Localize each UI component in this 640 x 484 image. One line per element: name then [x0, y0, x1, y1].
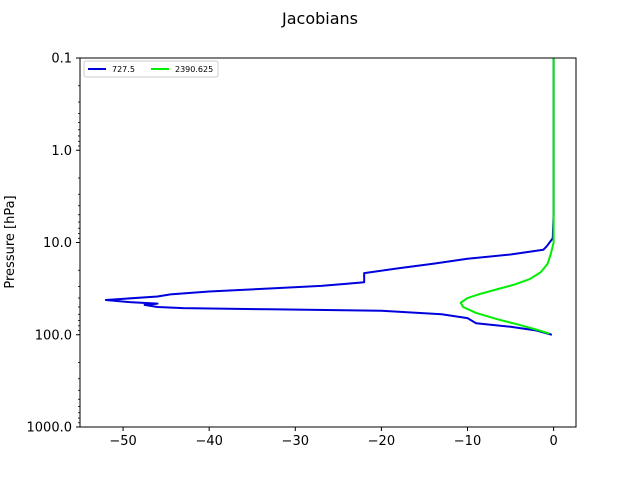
y-tick-label: 100.0: [35, 328, 72, 343]
ticks-layer: −50 −40 −30 −20 −10 0 0.1 1.0 10.0 100.0 1000.0: [27, 52, 558, 450]
x-tick-label: −30: [282, 434, 309, 449]
plot-area: [80, 58, 576, 427]
y-tick-label: 1000.0: [27, 421, 73, 436]
y-axis-label: Pressure [hPa]: [3, 195, 18, 288]
x-tick-label: −50: [109, 434, 136, 449]
x-tick-label: −20: [368, 434, 395, 449]
y-tick-label: 1.0: [51, 144, 72, 159]
legend: 727.5 2390.625: [83, 60, 219, 78]
series-layer: [104, 58, 555, 336]
y-tick-label: 10.0: [43, 236, 72, 251]
x-tick-label: −40: [195, 434, 222, 449]
x-tick-label: 0: [549, 434, 557, 449]
legend-label-727: 727.5: [112, 65, 135, 74]
y-tick-label: 0.1: [51, 52, 72, 67]
series-line-0: [104, 58, 555, 336]
x-tick-label: −10: [454, 434, 481, 449]
chart-title: Jacobians: [281, 9, 358, 28]
legend-label-2390: 2390.625: [175, 65, 213, 74]
plot-frame: [79, 57, 577, 428]
series-line-1: [459, 58, 555, 335]
